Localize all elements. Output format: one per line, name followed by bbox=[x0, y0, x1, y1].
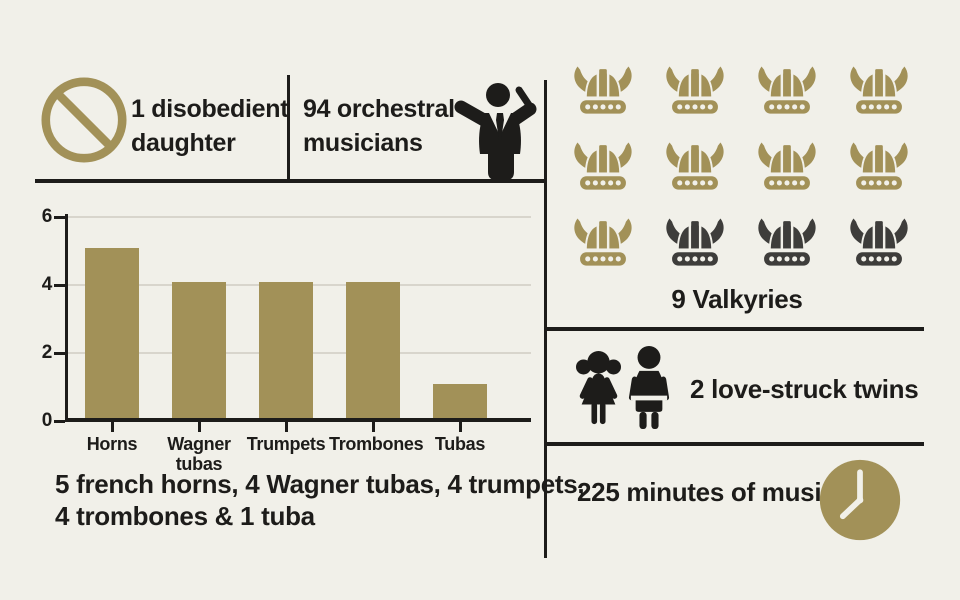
x-axis-tick bbox=[110, 422, 114, 432]
divider-vertical-top bbox=[287, 75, 290, 179]
clock-icon bbox=[819, 459, 901, 541]
viking-helmet-icon bbox=[663, 216, 727, 272]
y-axis-tick-label: 0 bbox=[41, 410, 53, 431]
x-axis bbox=[65, 418, 531, 422]
y-axis bbox=[65, 214, 68, 421]
disobedient-daughter-stat: 1 disobedient daughter bbox=[131, 92, 289, 160]
stat-line: 94 orchestral bbox=[303, 95, 455, 123]
stat-line: 1 disobedient bbox=[131, 95, 289, 123]
bar-chart: 0 2 4 6 Horns Wagner tubas Trumpets Trombones Tu… bbox=[35, 200, 540, 474]
music-label: 225 minutes of music bbox=[577, 477, 836, 507]
divider-horizontal-left bbox=[35, 179, 546, 183]
x-axis-tick-label: Trumpets bbox=[246, 434, 326, 454]
viking-helmet-icon bbox=[571, 216, 635, 272]
divider-vertical-main bbox=[544, 80, 547, 558]
x-axis-tick-label: Wagner tubas bbox=[167, 434, 231, 474]
stat-line: daughter bbox=[131, 129, 236, 157]
viking-helmet-icon bbox=[663, 140, 727, 196]
y-axis-tick-label: 4 bbox=[41, 274, 53, 295]
bar bbox=[346, 282, 400, 418]
viking-helmet-icon bbox=[755, 140, 819, 196]
twins-label: 2 love-struck twins bbox=[690, 374, 919, 404]
viking-helmet-icon bbox=[755, 216, 819, 272]
x-axis-tick-label: Tubas bbox=[434, 434, 486, 454]
x-axis-tick-label: Horns bbox=[86, 434, 138, 454]
no-symbol-icon bbox=[41, 77, 127, 163]
y-axis-tick-label: 6 bbox=[41, 206, 53, 227]
divider-horizontal-right-2 bbox=[547, 442, 924, 446]
viking-helmet-icon bbox=[847, 140, 911, 196]
bar bbox=[433, 384, 487, 418]
stat-line: musicians bbox=[303, 129, 423, 157]
viking-helmet-icon bbox=[755, 64, 819, 120]
y-axis-tick bbox=[54, 283, 65, 287]
bar bbox=[259, 282, 313, 418]
y-axis-tick bbox=[54, 419, 65, 423]
caption-line: 5 french horns, 4 Wagner tubas, 4 trumpe… bbox=[55, 469, 585, 499]
y-axis-tick bbox=[54, 215, 65, 219]
caption-line: 4 trombones & 1 tuba bbox=[55, 501, 315, 531]
viking-helmet-icon bbox=[847, 216, 911, 272]
girl-icon bbox=[576, 351, 621, 425]
x-axis-tick bbox=[371, 422, 375, 432]
bar bbox=[85, 248, 139, 418]
x-axis-tick bbox=[284, 422, 288, 432]
viking-helmet-icon bbox=[571, 64, 635, 120]
x-axis-tick bbox=[458, 422, 462, 432]
gridline bbox=[68, 216, 531, 218]
valkyrie-grid bbox=[571, 64, 911, 272]
chart-caption: 5 french horns, 4 Wagner tubas, 4 trumpe… bbox=[55, 468, 585, 532]
viking-helmet-icon bbox=[847, 64, 911, 120]
viking-helmet-icon bbox=[663, 64, 727, 120]
y-axis-tick bbox=[54, 351, 65, 355]
conductor-icon bbox=[454, 83, 537, 180]
divider-horizontal-right-1 bbox=[547, 327, 924, 331]
y-axis-tick-label: 2 bbox=[41, 342, 53, 363]
boy-icon bbox=[628, 346, 670, 430]
x-axis-tick bbox=[197, 422, 201, 432]
bar bbox=[172, 282, 226, 418]
x-axis-tick-label: Trombones bbox=[329, 434, 424, 454]
valkyries-label: 9 Valkyries bbox=[671, 284, 803, 314]
orchestral-musicians-stat: 94 orchestral musicians bbox=[303, 92, 455, 160]
viking-helmet-icon bbox=[571, 140, 635, 196]
